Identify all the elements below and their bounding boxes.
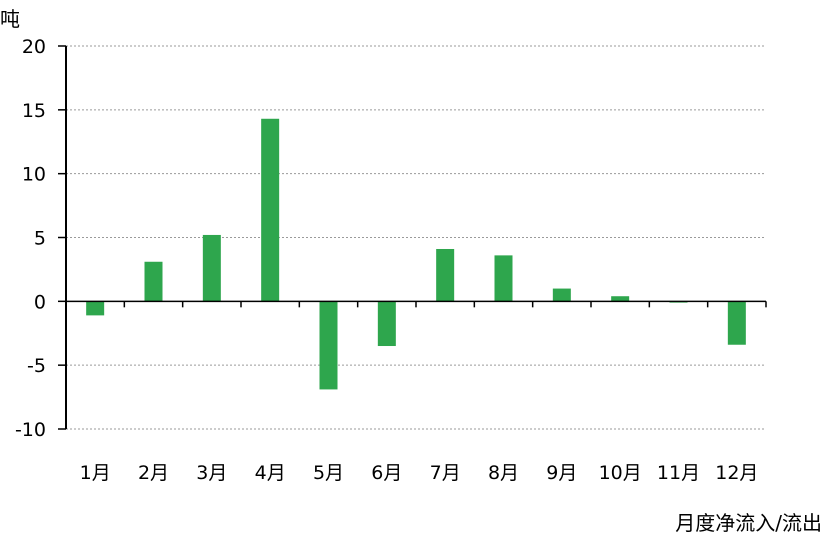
x-tick-label: 7月	[430, 462, 461, 484]
x-axis-label: 月度净流入/流出	[675, 511, 822, 535]
y-tick-label: 0	[34, 291, 46, 313]
x-tick-label: 11月	[657, 462, 700, 484]
bar-5月	[319, 301, 338, 390]
y-tick-label: 5	[34, 228, 46, 250]
gridlines	[66, 45, 766, 430]
x-tick-label: 8月	[488, 462, 519, 484]
x-tick-label: 3月	[196, 462, 227, 484]
y-tick-labels: 20 15 10 5 0 -5 -10	[15, 36, 46, 441]
y-tick-label: 15	[22, 100, 46, 122]
y-axis-label: 吨	[0, 7, 20, 31]
bars	[86, 118, 746, 390]
x-tick-label: 10月	[599, 462, 642, 484]
y-tick-label: 10	[22, 164, 46, 186]
x-tick-label: 4月	[255, 462, 286, 484]
bar-12月	[727, 301, 746, 345]
y-tick-label: -10	[15, 419, 46, 441]
x-tick-label: 5月	[313, 462, 344, 484]
axes	[58, 45, 767, 430]
bar-8月	[494, 255, 513, 302]
y-tick-label: 20	[22, 36, 46, 58]
bar-9月	[552, 288, 571, 302]
bar-1月	[86, 301, 105, 316]
y-tick-label: -5	[27, 355, 46, 377]
bar-3月	[202, 234, 221, 302]
x-tick-label: 6月	[371, 462, 402, 484]
bar-10月	[611, 296, 630, 302]
x-tick-label: 9月	[546, 462, 577, 484]
x-tick-label: 1月	[80, 462, 111, 484]
bar-6月	[377, 301, 396, 347]
x-tick-labels: 1月 2月 3月 4月 5月 6月 7月 8月 9月 10月 11月 12月	[80, 462, 759, 484]
x-tick-label: 2月	[138, 462, 169, 484]
bar-4月	[261, 118, 280, 302]
bar-2月	[144, 261, 163, 302]
bar-7月	[436, 248, 455, 302]
x-tick-label: 12月	[715, 462, 758, 484]
